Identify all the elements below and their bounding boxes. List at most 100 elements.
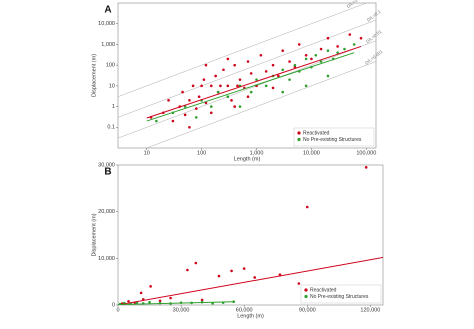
x-tick-label: 120,000 <box>360 307 380 313</box>
data-point <box>348 33 352 36</box>
data-point <box>171 119 175 123</box>
data-point <box>336 45 339 48</box>
legend-label: No Pre-existing Structures <box>310 294 369 300</box>
data-point <box>319 47 323 51</box>
data-point <box>281 90 285 94</box>
data-point <box>209 111 213 115</box>
data-point <box>288 60 291 63</box>
data-point <box>319 60 323 63</box>
plot-area <box>117 2 377 149</box>
data-point <box>336 51 339 54</box>
y-tick-label: 1,000 <box>101 42 115 48</box>
legend-marker <box>304 288 308 292</box>
data-point <box>326 74 330 78</box>
y-axis-title: Displacement (m) <box>91 213 97 256</box>
data-point <box>233 63 236 67</box>
data-point <box>169 296 172 300</box>
legend-label: Reactivated <box>310 287 337 293</box>
data-point <box>216 90 220 94</box>
panel-label: B <box>104 167 111 178</box>
data-point <box>209 105 213 108</box>
data-point <box>277 74 280 78</box>
data-point <box>238 105 242 108</box>
data-point <box>226 84 230 88</box>
data-point <box>271 86 275 90</box>
y-tick-label: 10,000 <box>98 256 115 262</box>
data-point <box>230 269 233 273</box>
data-point <box>200 84 203 88</box>
legend-label: Reactivated <box>303 130 330 136</box>
x-axis-title: Length (m) <box>237 313 264 319</box>
reference-line <box>146 61 376 148</box>
data-point <box>139 291 143 295</box>
data-point <box>249 72 253 75</box>
trend-line <box>146 45 362 119</box>
x-tick-label: 10 <box>144 150 150 156</box>
panel-label: A <box>104 5 111 16</box>
plot-area <box>117 164 384 306</box>
y-tick-label: 0 <box>112 302 115 308</box>
legend-box <box>293 127 375 147</box>
legend-box <box>300 284 382 304</box>
data-point <box>281 49 285 52</box>
data-point <box>202 78 206 81</box>
data-point <box>226 95 230 98</box>
data-point <box>297 282 301 285</box>
data-point <box>222 68 225 72</box>
data-point <box>217 274 221 278</box>
data-point <box>127 299 130 303</box>
data-point <box>194 261 198 265</box>
data-point <box>281 68 285 72</box>
data-point <box>271 63 275 67</box>
data-point <box>194 107 198 110</box>
data-point <box>326 49 330 52</box>
data-point <box>326 36 330 40</box>
data-point <box>233 105 236 108</box>
data-point <box>304 84 308 88</box>
data-point <box>359 36 363 40</box>
y-tick-label: 10,000 <box>98 21 115 27</box>
trend-line <box>118 301 234 305</box>
data-point <box>253 276 257 279</box>
data-point <box>259 53 263 57</box>
x-tick-label: 0 <box>116 307 119 313</box>
y-tick-label: 10 <box>109 83 115 89</box>
x-tick-label: 60,000 <box>236 307 253 313</box>
legend-marker <box>304 294 308 299</box>
reference-line <box>118 3 368 97</box>
legend-label: No Pre-existing Structures <box>303 137 362 143</box>
data-point <box>343 47 346 51</box>
data-point <box>204 63 208 67</box>
reference-line <box>118 40 376 139</box>
y-tick-label: 0.1 <box>107 125 115 131</box>
data-point <box>305 205 309 209</box>
data-point <box>304 57 308 61</box>
data-point <box>249 90 253 94</box>
data-point <box>236 84 239 88</box>
data-point <box>167 99 170 102</box>
y-tick-label: 30,000 <box>98 162 115 168</box>
data-point <box>242 267 246 270</box>
data-point <box>297 43 301 46</box>
reference-line <box>118 19 376 118</box>
y-tick-label: 20,000 <box>98 209 115 215</box>
data-point <box>230 99 233 102</box>
x-tick-label: 100 <box>197 150 206 156</box>
data-point <box>246 60 250 63</box>
trend-line <box>146 52 355 122</box>
y-axis-title: Displacement (m) <box>91 54 97 97</box>
data-point <box>264 70 268 73</box>
plot-content <box>118 3 376 148</box>
data-point <box>293 63 297 67</box>
x-tick-label: 1,000 <box>250 150 264 156</box>
data-point <box>188 99 191 102</box>
data-point <box>148 300 151 304</box>
data-point <box>214 74 217 78</box>
y-tick-label: 100 <box>106 63 115 69</box>
data-point <box>288 78 291 81</box>
data-point <box>155 119 158 123</box>
trend-line <box>118 256 383 305</box>
data-point <box>310 57 313 61</box>
data-point <box>194 116 198 119</box>
